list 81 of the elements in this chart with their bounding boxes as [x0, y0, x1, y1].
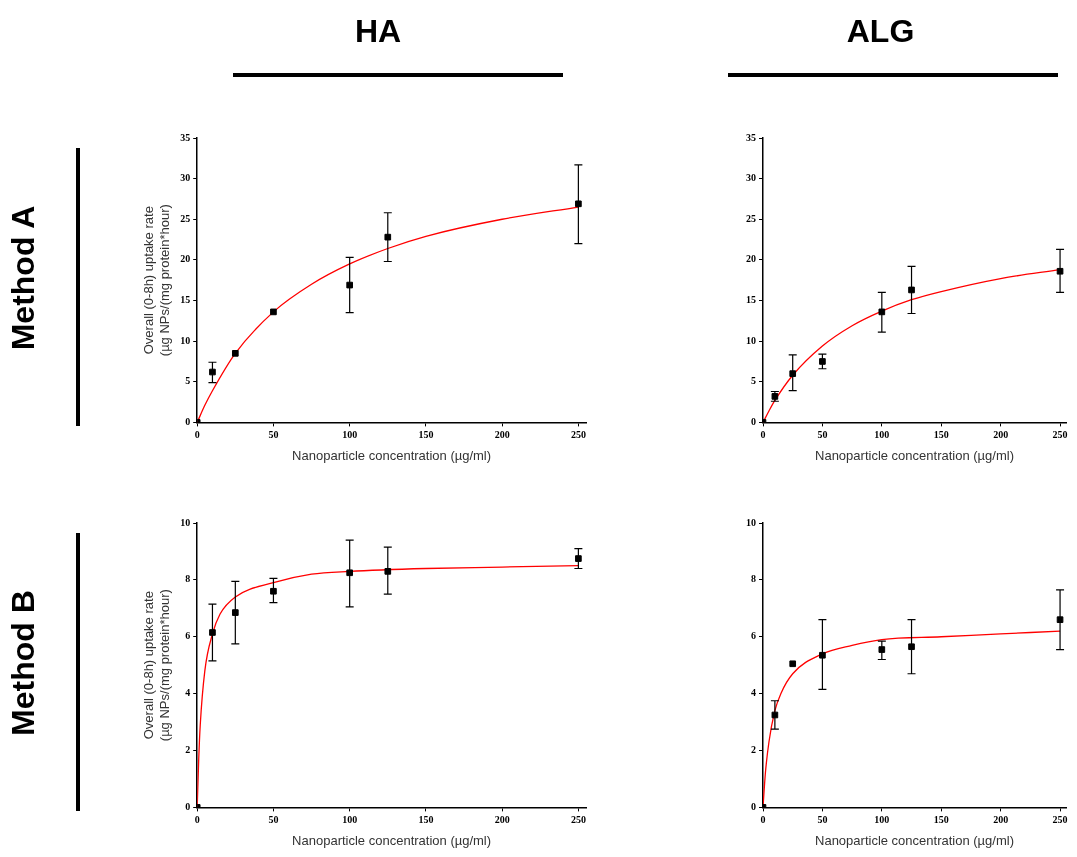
x-tick-label: 200	[494, 813, 510, 825]
x-tick-label: 150	[418, 428, 434, 440]
x-tick-label: 150	[933, 428, 949, 440]
y-tick-label: 25	[180, 212, 191, 224]
y-tick-label: 6	[185, 630, 191, 642]
x-tick-label: 200	[494, 428, 510, 440]
x-tick-label: 250	[570, 428, 586, 440]
point	[575, 200, 582, 208]
y-tick-label: 8	[185, 573, 191, 585]
x-tick-label: 0	[194, 813, 200, 825]
x-axis-title: Nanoparticle concentration (µg/ml)	[292, 447, 492, 463]
y-tick-label: 10	[746, 334, 756, 346]
x-tick-label: 0	[760, 428, 766, 440]
x-tick-label: 0	[760, 813, 766, 825]
x-tick-label: 50	[268, 428, 279, 440]
x-axis-title: Nanoparticle concentration (µg/ml)	[815, 832, 1014, 848]
x-tick-label: 100	[874, 428, 890, 440]
point	[270, 587, 277, 595]
y-tick-label: 5	[185, 375, 191, 387]
x-tick-label: 100	[342, 813, 358, 825]
x-axis-title: Nanoparticle concentration (µg/ml)	[815, 447, 1014, 463]
x-tick-label: 250	[1052, 428, 1068, 440]
y-tick-label: 15	[746, 294, 756, 306]
point	[878, 646, 886, 653]
point	[231, 609, 239, 616]
point	[908, 643, 915, 651]
y-tick-label: 10	[746, 516, 756, 528]
y-tick-label: 0	[185, 415, 191, 427]
x-tick-label: 50	[817, 813, 828, 825]
point	[575, 555, 582, 562]
chart-title: ALG	[845, 13, 916, 50]
x-axis-title: Nanoparticle concentration (µg/ml)	[292, 832, 492, 848]
x-tick-label: 200	[993, 428, 1009, 440]
x-tick-label: 250	[570, 813, 586, 825]
chart-title: HA	[353, 13, 403, 50]
x-tick-label: 50	[817, 428, 828, 440]
y-tick-label: 25	[746, 212, 756, 224]
y-tick-label: 0	[751, 800, 756, 812]
point	[789, 660, 797, 668]
point	[819, 358, 826, 365]
y-tick-label: 10	[180, 516, 191, 528]
y-tick-label: 35	[746, 131, 756, 143]
x-tick-label: 100	[342, 428, 358, 440]
y-tick-label: 15	[180, 294, 191, 306]
point	[789, 370, 797, 377]
y-tick-label: 30	[746, 172, 756, 184]
y-tick-label: 0	[185, 800, 191, 812]
x-tick-label: 100	[874, 813, 890, 825]
x-tick-label: 150	[418, 813, 434, 825]
y-tick-label: 20	[180, 253, 191, 265]
point	[819, 651, 826, 659]
y-tick-label: 5	[751, 375, 756, 387]
point	[908, 286, 915, 294]
point	[346, 569, 353, 577]
y-tick-label: 20	[746, 253, 756, 265]
y-axis-title: Overall (0-8h) uptake rate (µg NPs/(mg protein*hour)	[141, 589, 172, 742]
y-tick-label: 4	[185, 687, 191, 699]
point	[384, 568, 392, 575]
y-tick-label: 10	[180, 334, 191, 346]
point	[878, 308, 886, 316]
point	[209, 629, 216, 636]
y-tick-label: 4	[751, 687, 756, 699]
point	[231, 350, 239, 357]
x-tick-label: 150	[933, 813, 949, 825]
y-tick-label: 35	[180, 131, 191, 143]
text: Method A	[7, 205, 42, 351]
x-tick-label: 200	[993, 813, 1009, 825]
point	[270, 308, 277, 316]
point	[346, 281, 353, 289]
y-axis-title: Overall (0-8h) uptake rate (µg NPs/(mg protein*hour)	[141, 204, 172, 357]
x-tick-label: 250	[1052, 813, 1068, 825]
point	[384, 233, 392, 241]
y-tick-label: 30	[180, 172, 191, 184]
y-tick-label: 2	[185, 744, 191, 756]
y-tick-label: 2	[751, 744, 756, 756]
x-tick-label: 0	[194, 428, 200, 440]
text: Method B	[7, 590, 42, 736]
y-tick-label: 8	[751, 573, 756, 585]
x-tick-label: 50	[268, 813, 279, 825]
y-tick-label: 6	[751, 630, 756, 642]
y-tick-label: 0	[751, 415, 756, 427]
